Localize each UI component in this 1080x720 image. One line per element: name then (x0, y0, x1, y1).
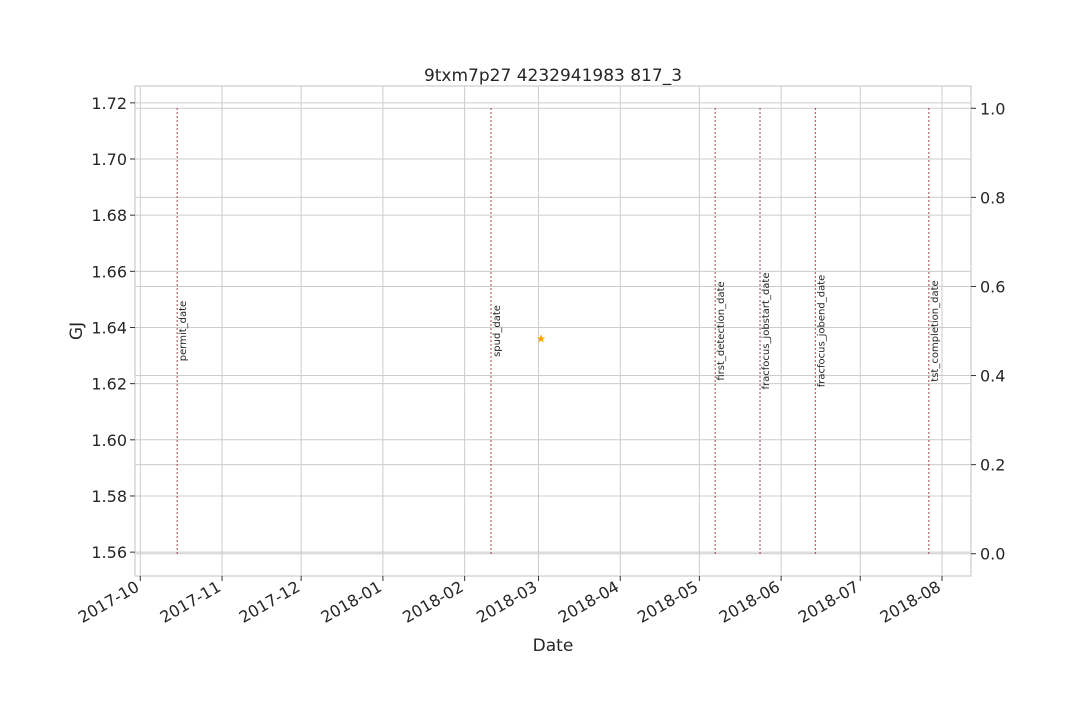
x-tick-label: 2018-02 (399, 577, 466, 627)
plot-frame (134, 85, 972, 577)
x-tick-label: 2018-03 (473, 577, 540, 627)
y2-tick-label: 0.8 (980, 188, 1005, 207)
y2-tick-label: 1.0 (980, 99, 1005, 118)
y2-tick-label: 0.4 (980, 367, 1005, 386)
x-tick-label: 2018-01 (317, 577, 384, 627)
y-axis-label: GJ (67, 322, 87, 340)
y-tick-label: 1.70 (91, 150, 127, 169)
x-tick-label: 2018-08 (877, 577, 944, 627)
y2-tick-label: 0.0 (980, 545, 1005, 564)
x-tick-label: 2017-11 (157, 577, 224, 627)
data-point (536, 334, 546, 343)
x-axis-label: Date (533, 636, 574, 656)
y-axis-ticks: 1.56 1.58 1.60 1.62 1.64 1.66 1.68 1.70 1.72 (91, 94, 135, 562)
x-tick-label: 2018-05 (634, 577, 701, 627)
x-tick-label: 2018-07 (795, 577, 862, 627)
x-tick-label: 2018-06 (716, 577, 783, 627)
event-label: fracfocus_jobstart_date (761, 272, 772, 389)
y-tick-label: 1.72 (91, 94, 127, 113)
y-tick-label: 1.62 (91, 375, 127, 394)
x-tick-label: 2018-04 (555, 577, 622, 627)
grid (135, 86, 971, 576)
y-tick-label: 1.64 (91, 318, 127, 337)
y2-tick-label: 0.6 (980, 277, 1005, 296)
y-tick-label: 1.66 (91, 262, 127, 281)
event-label: spud_date (492, 305, 503, 357)
y-tick-label: 1.60 (91, 431, 127, 450)
y-tick-label: 1.68 (91, 206, 127, 225)
plot-background (135, 86, 971, 576)
y-tick-label: 1.56 (91, 543, 127, 562)
x-tick-label: 2017-12 (236, 577, 303, 627)
data-points (536, 334, 546, 343)
event-label: first_detection_date (716, 281, 727, 380)
chart-title: 9txm7p27 4232941983 817_3 (424, 66, 682, 86)
event-lines: permit_date spud_date first_detection_date… (176, 108, 941, 554)
x-tick-label: 2017-10 (75, 577, 142, 627)
event-label: fracfocus_jobend_date (816, 275, 827, 388)
y-tick-label: 1.58 (91, 487, 127, 506)
event-label: tst_completion_date (930, 280, 941, 381)
x-axis-ticks: 2017-10 2017-11 2017-12 2018-01 2018-02 2018-… (75, 576, 944, 627)
event-label: permit_date (178, 301, 189, 361)
y2-tick-label: 0.2 (980, 456, 1005, 475)
y2-axis-ticks: 0.0 0.2 0.4 0.6 0.8 1.0 (971, 99, 1005, 564)
